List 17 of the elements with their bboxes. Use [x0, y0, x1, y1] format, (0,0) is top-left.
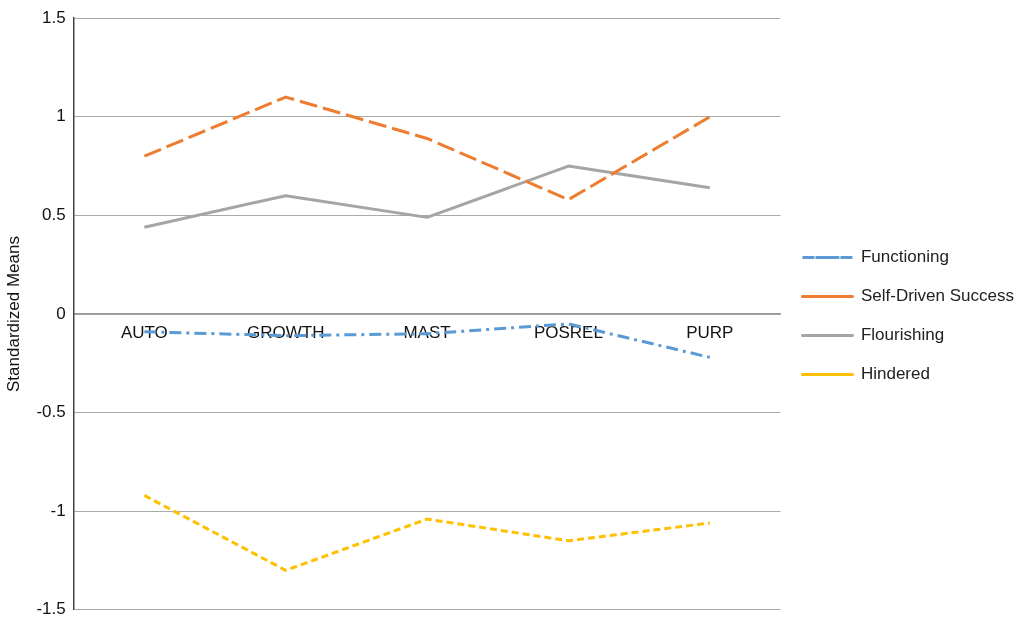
legend-label: Self-Driven Success: [860, 286, 1015, 306]
y-axis-title: Standardized Means: [3, 236, 23, 392]
y-tick-label: 0: [56, 303, 66, 323]
legend-label: Flourishing: [860, 325, 945, 345]
y-tick-label: -0.5: [36, 402, 66, 422]
y-tick-label: 1: [56, 106, 66, 126]
x-tick-label: AUTO: [120, 322, 168, 342]
line-series: [142, 95, 712, 202]
legend-label: Hindered: [860, 364, 930, 384]
y-tick-label: -1: [50, 500, 66, 520]
legend-label: Functioning: [860, 247, 949, 267]
y-tick-label: -1.5: [36, 599, 66, 619]
line-series: [142, 493, 712, 572]
y-tick-label: 1.5: [42, 7, 66, 27]
x-tick-label: PURP: [686, 322, 734, 342]
x-tick-label: POSREL: [533, 322, 603, 342]
y-tick-label: 0.5: [42, 205, 66, 225]
